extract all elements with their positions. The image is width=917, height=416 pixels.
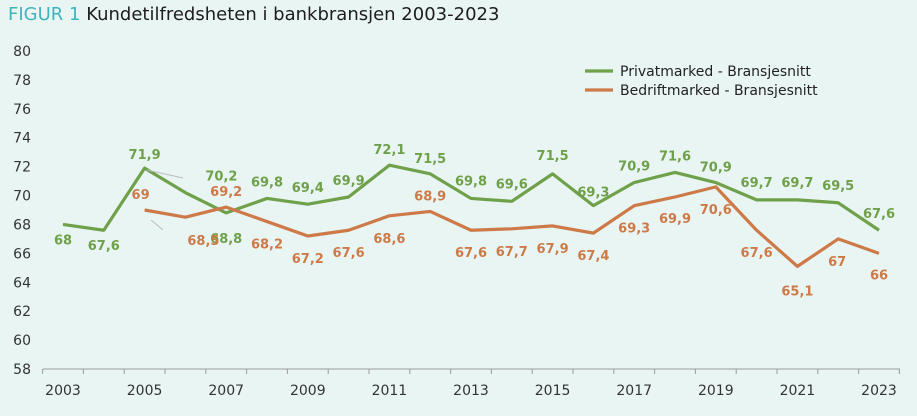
data-labels: 68 67,6 71,9 70,2 68,8 69,8 69,4 69,9 72,1 71,5 69…	[54, 143, 895, 299]
y-tick-label: 60	[13, 333, 31, 349]
x-tick-label: 2003	[45, 383, 81, 399]
x-tick-label: 2021	[780, 383, 816, 399]
y-tick-label: 70	[13, 189, 31, 205]
y-tick-label: 58	[13, 362, 31, 378]
data-label: 71,5	[414, 152, 446, 167]
x-tick-label: 2011	[372, 383, 408, 399]
data-label: 70,6	[700, 203, 732, 218]
data-label: 67,6	[863, 207, 895, 222]
legend: Privatmarked - Bransjesnitt Bedriftmarked…	[585, 64, 818, 99]
data-label: 69,4	[292, 181, 324, 196]
data-label: 69,9	[659, 212, 691, 227]
y-tick-label: 62	[13, 304, 31, 320]
data-label: 67,7	[496, 245, 528, 260]
y-tick-label: 64	[13, 275, 31, 291]
x-tick-label: 2019	[698, 383, 734, 399]
data-label: 68,9	[414, 189, 446, 204]
y-tick-label: 80	[13, 44, 31, 60]
data-label: 69	[132, 188, 150, 203]
data-label: 69,7	[741, 176, 773, 191]
data-label: 67,4	[577, 249, 609, 264]
figure-prefix: FIGUR 1	[8, 4, 81, 25]
data-label: 72,1	[373, 143, 405, 158]
chart-title: FIGUR 1 Kundetilfredsheten i bankbransje…	[8, 4, 499, 25]
axes: 58 60 62 64 66 68 70 72 74 76 78 80 2003 2005 2007 2009…	[13, 44, 900, 399]
data-label: 68,2	[251, 238, 283, 253]
x-tick-label: 2015	[535, 383, 571, 399]
data-label: 66	[870, 268, 888, 283]
x-tick-label: 2017	[616, 383, 652, 399]
data-label: 71,5	[537, 149, 569, 164]
series-line-bedriftmarked	[144, 185, 880, 268]
data-label: 71,6	[659, 149, 691, 164]
y-tick-label: 78	[13, 73, 31, 89]
data-label: 70,9	[618, 160, 650, 175]
data-label: 67,6	[455, 246, 487, 261]
data-label: 68,5	[187, 234, 219, 249]
data-label: 67,6	[88, 239, 120, 254]
x-tick-label: 2023	[861, 383, 897, 399]
data-label: 68,6	[373, 232, 405, 247]
data-label: 69,8	[455, 174, 487, 189]
data-label: 68,8	[210, 232, 242, 247]
data-label: 67,2	[292, 252, 324, 267]
data-label: 69,9	[333, 174, 365, 189]
data-label: 69,6	[496, 177, 528, 192]
data-label: 69,3	[577, 186, 609, 201]
y-tick-label: 76	[13, 102, 31, 118]
y-tick-label: 74	[13, 131, 31, 147]
y-tick-label: 72	[13, 160, 31, 176]
y-tick-label: 68	[13, 217, 31, 233]
legend-label-bedriftmarked: Bedriftmarked - Bransjesnitt	[620, 83, 818, 99]
x-tick-label: 2013	[453, 383, 489, 399]
data-label: 69,2	[210, 185, 242, 200]
label-leader-line	[150, 219, 164, 231]
data-label: 69,7	[781, 176, 813, 191]
x-tick-label: 2009	[290, 383, 326, 399]
data-label: 71,9	[129, 148, 161, 163]
series-line-privatmarked	[62, 163, 880, 232]
x-tick-label: 2005	[127, 383, 163, 399]
data-label: 67	[828, 255, 846, 270]
data-label: 65,1	[781, 284, 813, 299]
data-label: 70,9	[700, 161, 732, 176]
x-tick-label: 2007	[208, 383, 244, 399]
label-leader-line	[146, 169, 184, 179]
data-label: 67,6	[333, 246, 365, 261]
data-label: 69,8	[251, 175, 283, 190]
title-text: Kundetilfredsheten i bankbransjen 2003-2…	[86, 4, 500, 25]
legend-label-privatmarked: Privatmarked - Bransjesnitt	[620, 64, 811, 80]
data-label: 69,5	[822, 179, 854, 194]
data-label: 67,9	[537, 242, 569, 257]
data-label: 70,2	[205, 170, 237, 185]
series-lines	[62, 163, 880, 268]
y-tick-label: 66	[13, 246, 31, 262]
data-label: 69,3	[618, 222, 650, 237]
data-label: 67,6	[741, 246, 773, 261]
data-label: 68	[54, 233, 72, 248]
